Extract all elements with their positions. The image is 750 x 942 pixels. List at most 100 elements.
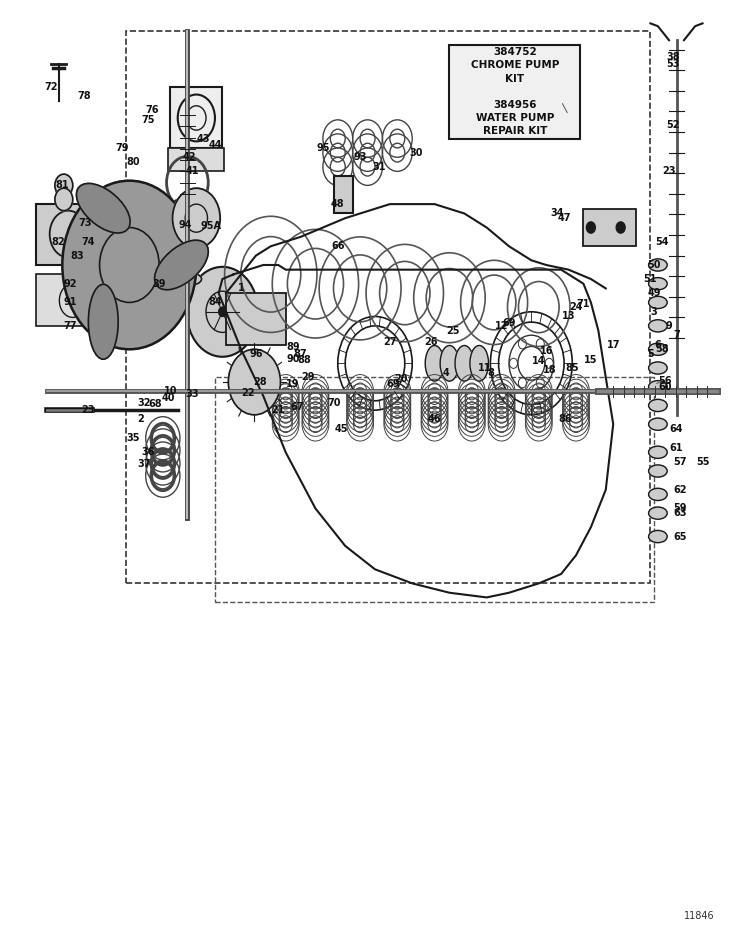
Text: 69: 69 [503,318,516,328]
Text: 10: 10 [164,386,177,397]
Text: 11846: 11846 [683,911,714,921]
Text: 73: 73 [78,218,92,228]
Text: 30: 30 [410,148,423,157]
Text: 18: 18 [543,365,556,375]
Text: 54: 54 [655,236,668,247]
Text: 50: 50 [647,260,661,270]
Text: 26: 26 [424,337,437,347]
Circle shape [62,181,196,349]
Text: 96: 96 [249,349,262,359]
Ellipse shape [173,231,202,243]
Text: 66: 66 [331,241,344,252]
Text: 8: 8 [487,367,494,378]
Text: 78: 78 [78,91,92,102]
FancyBboxPatch shape [36,204,100,265]
Text: 86: 86 [558,414,572,425]
Ellipse shape [649,259,668,271]
Text: 67: 67 [290,402,304,413]
Circle shape [55,174,73,197]
Text: 61: 61 [670,443,683,452]
Text: 12: 12 [495,321,508,331]
Text: 41: 41 [186,167,200,176]
Text: 45: 45 [334,424,348,434]
Text: 69: 69 [387,379,400,389]
Text: 44: 44 [209,140,222,150]
Text: 63: 63 [674,508,687,518]
Text: 17: 17 [607,339,620,349]
Ellipse shape [649,319,668,332]
Text: 31: 31 [372,162,386,171]
Circle shape [616,222,626,233]
Text: 15: 15 [584,355,598,365]
Text: 79: 79 [116,143,129,153]
Ellipse shape [649,507,668,519]
Bar [36,274,111,326]
Text: 75: 75 [141,115,154,125]
Text: 74: 74 [82,236,95,247]
Ellipse shape [649,278,668,290]
Text: 42: 42 [182,153,196,162]
Text: 91: 91 [63,298,76,307]
Text: 39: 39 [152,279,166,288]
Text: 94: 94 [178,219,192,230]
Text: 88: 88 [298,355,311,365]
Ellipse shape [649,343,668,355]
Text: 25: 25 [446,326,460,335]
Text: 51: 51 [644,274,657,284]
Text: 87: 87 [294,349,307,359]
Ellipse shape [649,530,668,543]
Text: 3: 3 [651,307,658,317]
Bar [125,31,650,583]
FancyBboxPatch shape [449,45,580,138]
Circle shape [228,349,280,414]
Text: 46: 46 [427,414,441,425]
Ellipse shape [455,346,474,382]
Ellipse shape [154,240,209,290]
Text: 40: 40 [161,393,175,403]
Text: 13: 13 [562,312,575,321]
Text: 64: 64 [670,424,683,434]
Text: 32: 32 [137,398,151,408]
Text: 95: 95 [316,143,330,153]
Text: 14: 14 [532,356,545,366]
Text: 38: 38 [666,52,680,62]
Text: 9: 9 [666,321,673,331]
Text: 80: 80 [126,157,140,167]
Text: 47: 47 [558,213,572,223]
Text: 49: 49 [647,288,661,298]
Ellipse shape [76,184,130,233]
Circle shape [219,307,226,317]
Text: 65: 65 [674,531,687,542]
Bar [226,293,286,345]
Text: 23: 23 [662,167,676,176]
Ellipse shape [173,249,202,262]
Text: 83: 83 [70,251,84,261]
Ellipse shape [649,418,668,430]
Ellipse shape [649,447,668,459]
Ellipse shape [649,465,668,477]
Bar [334,176,352,214]
Text: 43: 43 [197,134,211,143]
Text: 28: 28 [253,377,266,387]
Ellipse shape [649,399,668,412]
Bar [584,209,635,246]
Text: 2: 2 [137,414,144,425]
Text: 52: 52 [666,120,680,129]
Text: 71: 71 [577,300,590,309]
Text: 55: 55 [696,457,709,466]
Text: 33: 33 [186,389,200,399]
Text: 68: 68 [148,398,162,409]
Text: 89: 89 [286,342,300,352]
Text: 72: 72 [44,82,58,92]
Text: 48: 48 [331,199,344,209]
Text: 11: 11 [478,363,492,373]
Text: 60: 60 [658,382,672,392]
Text: 76: 76 [145,106,158,116]
Text: 59: 59 [674,503,687,513]
Text: 81: 81 [56,180,69,190]
Text: 29: 29 [302,372,315,382]
Text: 70: 70 [327,398,340,408]
Ellipse shape [440,346,459,382]
Text: 20: 20 [394,374,408,384]
Text: 36: 36 [141,447,154,457]
